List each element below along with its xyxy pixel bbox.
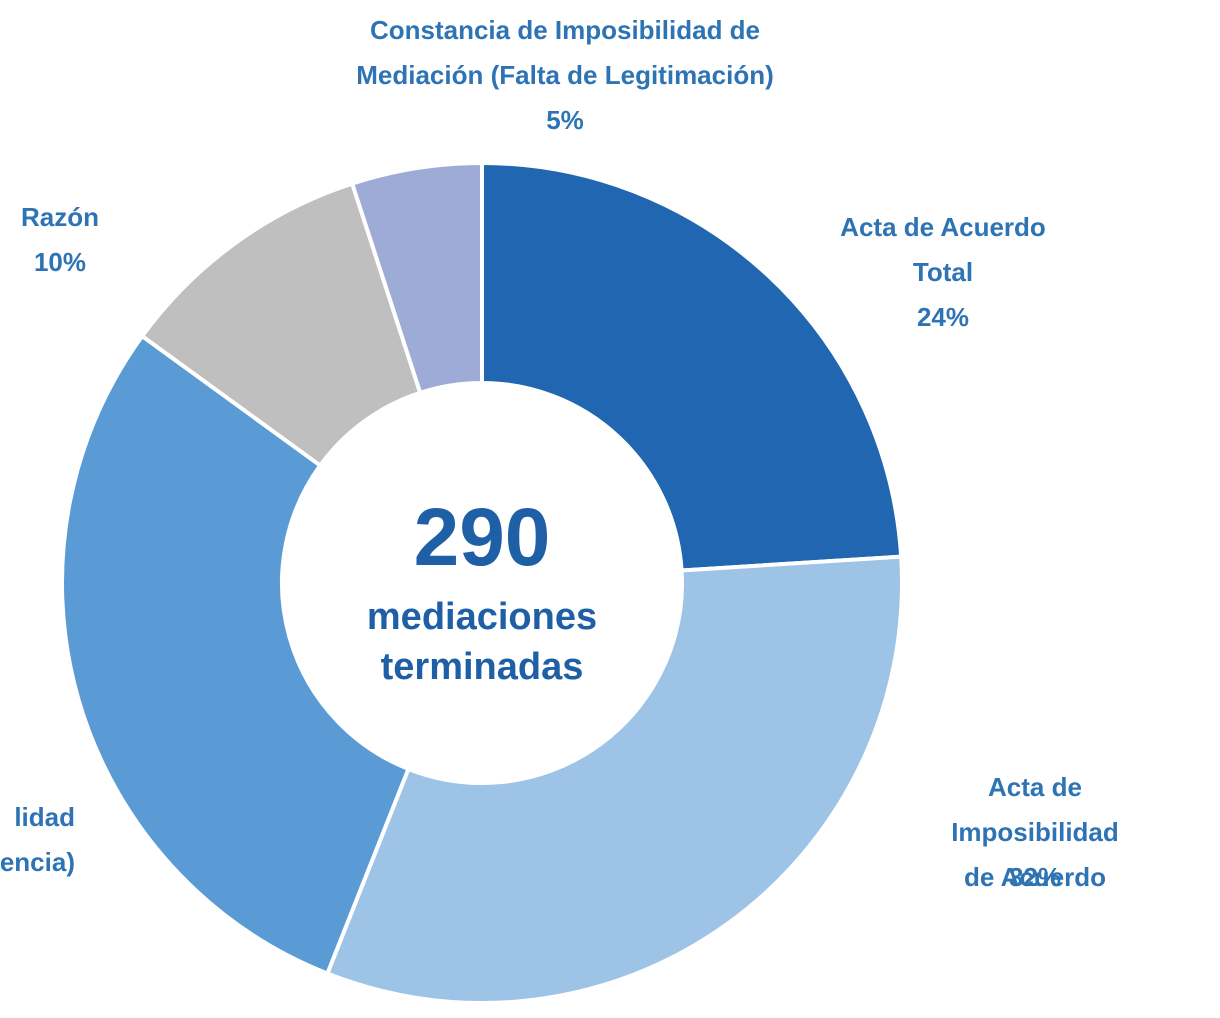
center-value: 290 xyxy=(413,492,551,583)
donut-slice xyxy=(480,160,904,573)
slice-label: Constancia de Imposibilidad de Mediación… xyxy=(356,15,774,90)
slice-label: Acta de Acuerdo Total xyxy=(840,212,1046,287)
donut-slice xyxy=(324,554,904,1005)
donut-slice xyxy=(349,160,484,396)
donut-slice xyxy=(139,181,423,469)
slice-label: Acta de Imposibilidad de Acuerdo xyxy=(951,772,1119,892)
slice-value-label: 24% xyxy=(916,302,970,332)
slice-label: Razón xyxy=(21,202,99,232)
slice-value-label: 5% xyxy=(546,105,584,135)
slice-value-label: 10% xyxy=(33,247,87,277)
slice-label: lidad encia) xyxy=(0,802,75,877)
donut-slice xyxy=(60,333,411,977)
center-label: mediaciones terminadas xyxy=(366,596,598,688)
slice-value-label: 32% xyxy=(1008,862,1062,892)
